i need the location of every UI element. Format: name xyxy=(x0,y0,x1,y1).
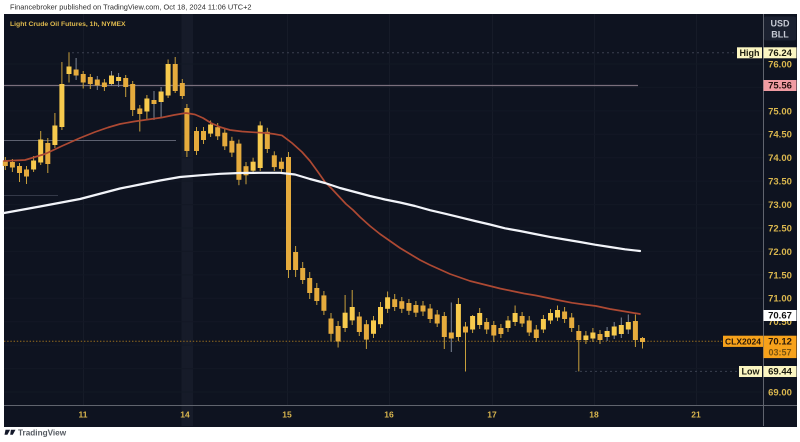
svg-text:74.00: 74.00 xyxy=(768,153,792,164)
svg-text:69.00: 69.00 xyxy=(768,387,792,398)
svg-text:72.00: 72.00 xyxy=(768,247,792,258)
svg-text:76.00: 76.00 xyxy=(768,59,792,70)
svg-text:Low: Low xyxy=(742,367,761,377)
svg-text:70.67: 70.67 xyxy=(768,311,792,322)
svg-text:CLX2024: CLX2024 xyxy=(725,336,761,346)
svg-text:USD: USD xyxy=(770,19,790,29)
svg-text:Light Crude Oil Futures, 1h, N: Light Crude Oil Futures, 1h, NYMEX xyxy=(10,21,126,28)
svg-text:71.00: 71.00 xyxy=(768,294,792,305)
svg-text:70.12: 70.12 xyxy=(768,336,792,347)
svg-text:16: 16 xyxy=(384,410,394,420)
svg-text:15: 15 xyxy=(282,410,292,420)
svg-text:14: 14 xyxy=(180,410,190,420)
svg-text:17: 17 xyxy=(487,410,497,420)
svg-text:18: 18 xyxy=(589,410,599,420)
svg-text:74.50: 74.50 xyxy=(768,130,792,141)
svg-text:TradingView: TradingView xyxy=(18,429,67,438)
svg-text:21: 21 xyxy=(691,410,701,420)
svg-text:72.50: 72.50 xyxy=(768,223,792,234)
svg-text:High: High xyxy=(740,48,760,58)
svg-text:69.44: 69.44 xyxy=(768,367,792,378)
svg-text:73.50: 73.50 xyxy=(768,177,792,188)
svg-text:73.00: 73.00 xyxy=(768,200,792,211)
svg-text:03:57: 03:57 xyxy=(768,347,791,357)
svg-text:76.24: 76.24 xyxy=(768,48,792,59)
svg-text:11: 11 xyxy=(79,410,88,420)
svg-text:70.50: 70.50 xyxy=(768,317,792,328)
svg-text:75.56: 75.56 xyxy=(768,81,792,92)
svg-text:Financebroker published on Tra: Financebroker published on TradingView.c… xyxy=(10,2,252,11)
svg-text:75.00: 75.00 xyxy=(768,106,792,117)
svg-text:BLL: BLL xyxy=(771,30,789,40)
svg-text:71.50: 71.50 xyxy=(768,270,792,281)
